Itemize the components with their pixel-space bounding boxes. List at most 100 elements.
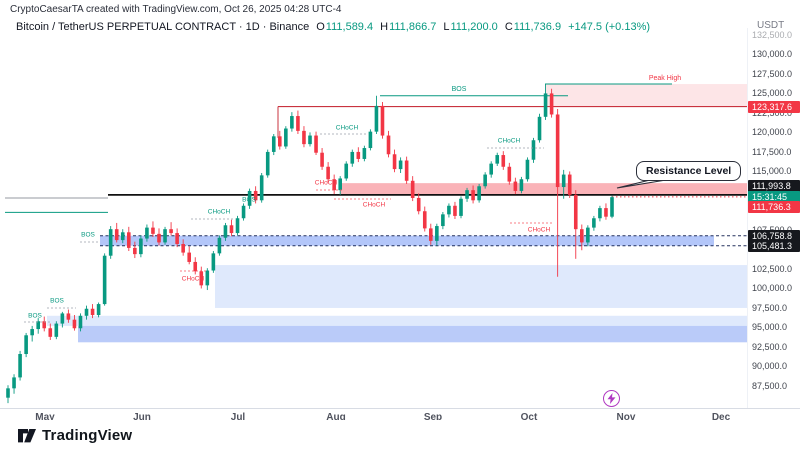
candle-body	[380, 105, 385, 136]
candle-body	[398, 160, 403, 170]
candle-body	[483, 174, 487, 187]
candle-body	[344, 163, 349, 179]
candle-body	[368, 131, 373, 149]
price-label: 115,000.0	[752, 166, 792, 177]
candle-body	[127, 232, 131, 248]
candle-body	[429, 228, 433, 241]
price-tag: 15:31:45	[748, 190, 800, 203]
candle-body	[459, 198, 463, 216]
price-label: 122,500.0	[752, 107, 793, 118]
open-value: O 111,589.4	[316, 21, 374, 33]
currency-label: USDT	[755, 20, 787, 31]
candle-body	[265, 151, 270, 176]
candle-body	[36, 321, 40, 330]
month-label: Dec	[711, 412, 731, 423]
candle-body	[120, 232, 125, 241]
symbol-legend[interactable]: Bitcoin / TetherUS PERPETUAL CONTRACT · …	[16, 21, 650, 33]
marker-label: BOS	[50, 298, 64, 305]
candle-body	[48, 328, 53, 337]
month-label: Jun	[133, 412, 151, 423]
candle-body	[441, 214, 445, 227]
candle-body	[537, 116, 542, 141]
candle-body	[555, 114, 560, 188]
price-axis[interactable]: 132,500.0 130,000.0 127,500.0 125,000.0 122,…	[748, 0, 800, 408]
candle-body	[386, 135, 391, 155]
candle-body	[205, 270, 210, 286]
month-label: Nov	[616, 412, 636, 423]
zone-support-upper	[215, 265, 747, 308]
tradingview-logo-icon[interactable]	[16, 427, 38, 444]
candle-body	[12, 377, 16, 389]
candle-body	[435, 226, 439, 241]
candle-body	[410, 180, 415, 198]
price-label: 132,500.0	[752, 29, 793, 40]
marker-label: BOS	[242, 197, 256, 204]
month-label: May	[35, 412, 55, 423]
candle-body	[573, 194, 578, 230]
candle-body	[259, 175, 264, 201]
chart-canvas[interactable]: BOS BOS BOS BOS BOS CHoCH CHoCH CHoCH CHoCH CHoCH…	[0, 0, 800, 412]
price-label: 97,500.0	[752, 302, 788, 313]
candle-body	[247, 190, 252, 206]
candle-body	[549, 93, 554, 115]
candle-body	[314, 135, 318, 153]
zone-support-band-light	[47, 315, 747, 326]
lightning-event-icon[interactable]	[603, 390, 620, 407]
callout-text: Resistance Level	[646, 165, 732, 177]
candle-body	[525, 159, 530, 180]
candle-body	[18, 354, 22, 378]
candle-body	[422, 211, 427, 229]
candle-body	[24, 335, 28, 355]
candle-body	[78, 315, 83, 329]
candle-body	[495, 155, 500, 164]
month-label: Oct	[520, 412, 538, 423]
marker-label: BOS	[28, 313, 42, 320]
candle-body	[217, 237, 222, 254]
candle-body	[241, 205, 246, 219]
candle-body	[223, 225, 228, 238]
candle-body	[561, 174, 566, 188]
candle-body	[477, 186, 481, 201]
price-label: 87,500.0	[752, 380, 788, 391]
candle-body	[392, 154, 397, 170]
candle-body	[290, 116, 294, 129]
candle-body	[592, 218, 596, 228]
zone-demand-mid	[100, 235, 714, 246]
candle-body	[145, 227, 149, 239]
tradingview-brand-text[interactable]: TradingView	[42, 427, 133, 444]
candle-body	[66, 313, 71, 320]
price-label: 100,000.0	[752, 283, 793, 294]
candle-body	[362, 148, 367, 159]
candle-body	[501, 155, 506, 167]
candle-body	[163, 229, 167, 243]
candle-body	[139, 238, 143, 255]
price-label: 95,000.0	[752, 322, 788, 333]
price-label: 92,500.0	[752, 341, 788, 352]
candle-body	[133, 247, 137, 255]
attribution-text: CryptoCaesarTA created with TradingView.…	[10, 4, 342, 15]
candle-body	[320, 152, 324, 167]
candle-body	[598, 208, 602, 219]
price-tag: 111,993.8	[748, 180, 800, 192]
candle-body	[416, 197, 421, 212]
resistance-level-callout[interactable]: Resistance Level	[636, 161, 742, 181]
symbol-title: Bitcoin / TetherUS PERPETUAL CONTRACT · …	[16, 21, 310, 33]
candle-body	[308, 135, 312, 145]
candle-body	[567, 174, 572, 195]
month-label: Sep	[423, 412, 443, 423]
candle-body	[338, 178, 342, 191]
candle-body	[42, 321, 47, 329]
candle-body	[102, 255, 107, 305]
marker-label: BOS	[452, 86, 467, 93]
price-label: 120,000.0	[752, 127, 793, 138]
candle-body	[284, 128, 288, 147]
candle-body	[72, 319, 77, 329]
marker-label: BOS	[81, 232, 95, 239]
candle-body	[271, 136, 276, 152]
price-tag: 111,736.3	[748, 201, 800, 213]
candle-body	[6, 388, 10, 398]
candle-body	[30, 329, 34, 336]
candle-body	[374, 105, 379, 132]
price-tag: 106,758.8	[748, 229, 800, 242]
candle-body	[507, 166, 512, 182]
